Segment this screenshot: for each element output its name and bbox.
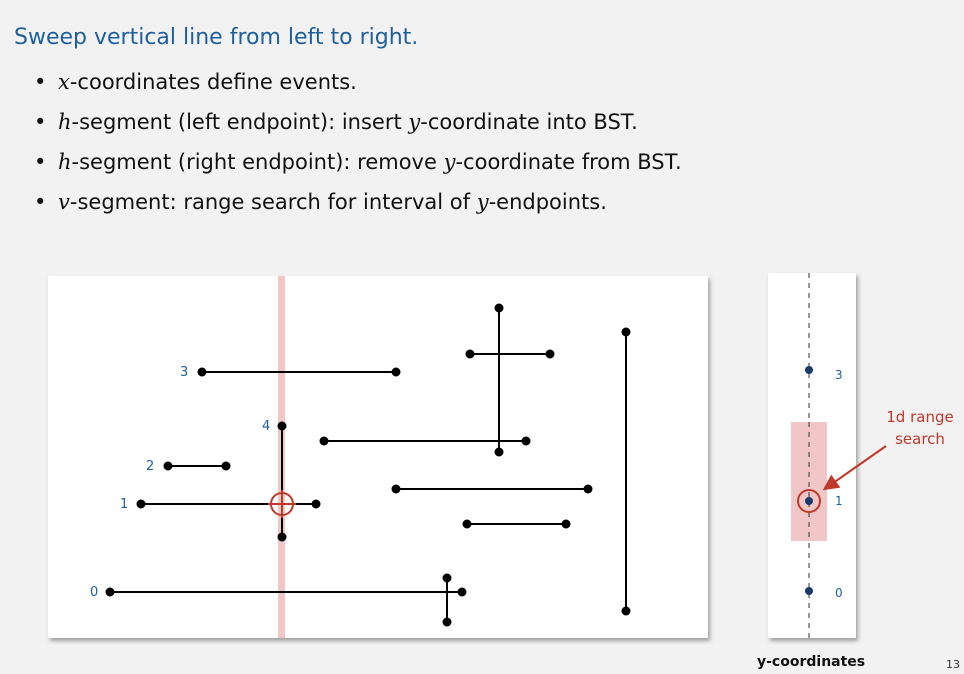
endpoint [311,499,321,509]
segment-label-2: 2 [146,459,154,474]
bullet-text: -segment (left endpoint): insert [71,110,409,134]
endpoint [105,587,115,597]
endpoint [391,367,401,377]
segment-label-3: 3 [180,365,188,380]
sweep-diagram-panel: 3 4 2 1 0 [48,276,708,638]
endpoint [457,587,467,597]
endpoint [494,303,504,313]
bullet-item: • h-segment (left endpoint): insert y-coo… [34,110,638,134]
bullet-var: x [58,70,70,94]
bullet-text: -segment: range search for interval of [69,190,477,214]
range-box [791,422,827,541]
endpoint [494,447,504,457]
segment-label-1: 1 [120,497,128,512]
endpoint [561,519,571,529]
endpoint [277,532,287,542]
range-highlight-circle [797,489,821,513]
bst-caption: y-coordinates [757,654,866,670]
bullet-var: y [476,190,489,214]
segment-label-0: 0 [90,585,98,600]
bullet-text: -segment (right endpoint): remove [71,150,444,174]
bullet-item: • x-coordinates define events. [34,70,357,94]
page-number: 13 [946,658,960,671]
bullet-text: -coordinates define events. [69,70,357,94]
bullet-var: h [58,150,72,174]
bst-panel: 3 1 0 [768,273,856,638]
bullet-var: v [58,190,70,214]
bullet-var: h [58,110,72,134]
annotation-line: search [895,430,945,448]
slide-title: Sweep vertical line from left to right. [14,25,419,50]
endpoint [197,367,207,377]
endpoint [391,484,401,494]
endpoint [442,573,452,583]
endpoint [136,499,146,509]
bullet-list: • x-coordinates define events. • h-segment… [34,62,682,222]
endpoint [465,349,475,359]
endpoint [583,484,593,494]
bullet-text: -endpoints. [488,190,607,214]
intersection-marker [268,490,296,518]
bst-diagram: 3 1 0 [791,273,843,638]
endpoint [163,461,173,471]
bst-label-0: 0 [835,586,843,600]
bullet-text: -coordinate into BST. [420,110,638,134]
bst-point [805,497,813,505]
bullet-text: -coordinate from BST. [455,150,682,174]
endpoint [621,606,631,616]
endpoint [462,519,472,529]
bst-label-3: 3 [835,368,843,382]
bst-point [805,366,813,374]
bullet-var: y [408,110,421,134]
endpoint [621,327,631,337]
endpoint [545,349,555,359]
bullet-var: y [443,150,456,174]
endpoint [319,436,329,446]
segment-label-4: 4 [262,419,270,434]
endpoint [442,617,452,627]
endpoint [277,421,287,431]
annotation-line: 1d range [886,408,954,426]
bst-label-1: 1 [835,494,843,508]
endpoint [221,461,231,471]
endpoint [521,436,531,446]
bullet-item: • v-segment: range search for interval of… [34,190,607,214]
range-search-annotation: 1d range search [870,406,964,450]
bullet-item: • h-segment (right endpoint): remove y-co… [34,150,682,174]
sweep-diagram: 3 4 2 1 0 [90,276,631,638]
bst-point [805,587,813,595]
